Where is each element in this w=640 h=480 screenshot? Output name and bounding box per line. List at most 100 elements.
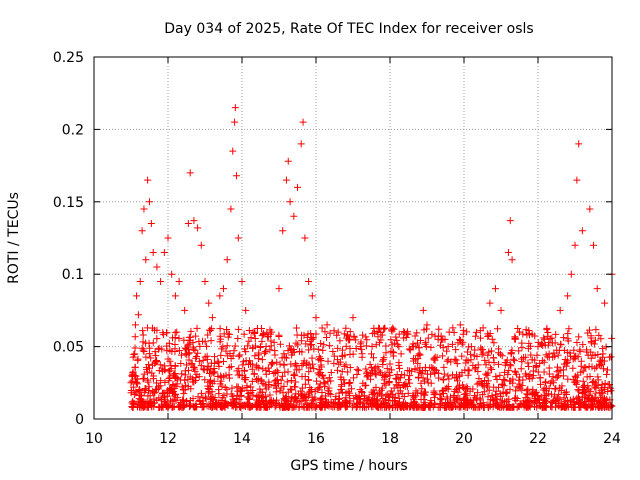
data-point-band bbox=[290, 348, 298, 356]
data-point-band bbox=[258, 337, 266, 345]
data-point-band bbox=[175, 403, 183, 411]
data-point-band bbox=[377, 400, 385, 408]
data-point-band bbox=[508, 346, 516, 354]
data-point-band bbox=[198, 337, 206, 345]
data-point-band bbox=[163, 392, 171, 400]
data-point-band bbox=[413, 389, 421, 397]
data-point-band bbox=[401, 329, 409, 337]
data-point-band bbox=[540, 334, 548, 342]
data-point-band bbox=[587, 334, 595, 342]
data-point-band bbox=[557, 341, 565, 349]
data-point-band bbox=[253, 362, 261, 370]
data-point-band bbox=[169, 403, 177, 411]
data-point bbox=[308, 292, 316, 300]
data-point-band bbox=[459, 338, 467, 346]
data-point-band bbox=[139, 346, 147, 354]
data-point-band bbox=[411, 365, 419, 373]
data-point-band bbox=[271, 399, 279, 407]
data-point-band bbox=[204, 331, 212, 339]
data-point-band bbox=[362, 333, 370, 341]
data-point-band bbox=[552, 397, 560, 405]
data-point-band bbox=[387, 336, 395, 344]
data-point-band bbox=[507, 362, 515, 370]
data-point-band bbox=[382, 349, 390, 357]
data-point-band bbox=[259, 380, 267, 388]
data-point-band bbox=[253, 324, 261, 332]
data-point-band bbox=[505, 366, 513, 374]
data-point bbox=[491, 285, 499, 293]
data-point-band bbox=[349, 350, 357, 358]
data-point-band bbox=[470, 403, 478, 411]
data-point-band bbox=[192, 354, 200, 362]
data-point-band bbox=[456, 335, 464, 343]
data-point-band bbox=[548, 377, 556, 385]
data-point-band bbox=[259, 330, 267, 338]
data-point-band bbox=[503, 356, 511, 364]
data-point bbox=[593, 285, 601, 293]
data-point-band bbox=[525, 363, 533, 371]
data-point-band bbox=[342, 403, 350, 411]
data-point-band bbox=[400, 392, 408, 400]
data-point-band bbox=[150, 395, 158, 403]
data-point-band bbox=[149, 339, 157, 347]
data-point-band bbox=[473, 380, 481, 388]
data-point-band bbox=[385, 368, 393, 376]
data-point-band bbox=[417, 379, 425, 387]
data-point-band bbox=[144, 368, 152, 376]
data-point-band bbox=[190, 345, 198, 353]
data-point bbox=[504, 248, 512, 256]
data-point-band bbox=[316, 396, 324, 404]
x-axis-label: GPS time / hours bbox=[290, 458, 407, 474]
data-point-band bbox=[189, 339, 197, 347]
data-point-band bbox=[299, 393, 307, 401]
data-point-band bbox=[542, 378, 550, 386]
data-point-band bbox=[255, 403, 263, 411]
data-point-band bbox=[370, 365, 378, 373]
data-point-band bbox=[442, 403, 450, 411]
data-point-band bbox=[316, 380, 324, 388]
data-point-band bbox=[363, 368, 371, 376]
y-tick-label: 0.2 bbox=[62, 122, 84, 138]
data-point-band bbox=[287, 376, 295, 384]
data-point bbox=[284, 157, 292, 165]
data-point-band bbox=[364, 395, 372, 403]
data-point-band bbox=[463, 383, 471, 391]
data-point-band bbox=[240, 367, 248, 375]
data-point-band bbox=[251, 330, 259, 338]
data-point-band bbox=[317, 355, 325, 363]
data-point-band bbox=[290, 370, 298, 378]
data-point-band bbox=[292, 324, 300, 332]
data-point-band bbox=[197, 362, 205, 370]
data-point bbox=[197, 241, 205, 249]
data-point-band bbox=[170, 370, 178, 378]
data-point-band bbox=[324, 398, 332, 406]
data-point-band bbox=[313, 377, 321, 385]
data-point-band bbox=[536, 374, 544, 382]
data-point-band bbox=[541, 391, 549, 399]
data-point bbox=[190, 217, 198, 225]
data-point-band bbox=[555, 367, 563, 375]
data-point-band bbox=[538, 339, 546, 347]
data-point bbox=[194, 224, 202, 232]
data-point-band bbox=[210, 353, 218, 361]
data-point-band bbox=[268, 359, 276, 367]
data-point-band bbox=[330, 359, 338, 367]
data-point-band bbox=[450, 391, 458, 399]
data-point-band bbox=[284, 368, 292, 376]
data-point-band bbox=[324, 357, 332, 365]
data-point-band bbox=[224, 330, 232, 338]
data-point-band bbox=[144, 403, 152, 411]
data-point-band bbox=[244, 403, 252, 411]
data-point-band bbox=[545, 364, 553, 372]
data-point-band bbox=[486, 330, 494, 338]
data-point-band bbox=[171, 341, 179, 349]
data-point-band bbox=[488, 392, 496, 400]
data-point-band bbox=[334, 399, 342, 407]
data-point bbox=[275, 285, 283, 293]
data-point-band bbox=[342, 324, 350, 332]
data-point-band bbox=[502, 403, 510, 411]
data-point-band bbox=[525, 402, 533, 410]
data-point-band bbox=[574, 386, 582, 394]
data-point-band bbox=[441, 399, 449, 407]
data-point-band bbox=[185, 366, 193, 374]
